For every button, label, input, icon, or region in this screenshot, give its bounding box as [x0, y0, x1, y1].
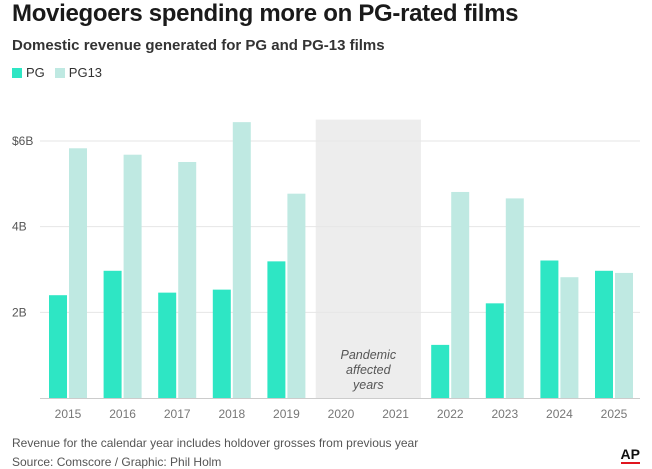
bar-pg-2025 — [595, 270, 613, 398]
bar-pg13-2023 — [505, 198, 524, 398]
x-tick-label: 2023 — [491, 407, 518, 421]
bar-pg13-2016 — [123, 154, 142, 398]
bar-pg13-2019 — [287, 193, 306, 398]
pandemic-shade — [315, 119, 421, 398]
pandemic-annotation: affected — [346, 363, 392, 377]
source-credit: Source: Comscore / Graphic: Phil Holm — [12, 455, 222, 469]
x-tick-label: 2019 — [273, 407, 300, 421]
bar-pg-2019 — [267, 261, 286, 398]
bar-pg13-2017 — [178, 161, 197, 398]
legend-swatch-pg13 — [54, 67, 65, 78]
bar-pg-2018 — [212, 289, 231, 398]
x-tick-label: 2015 — [55, 407, 82, 421]
bar-pg-2024 — [540, 260, 559, 398]
x-tick-label: 2022 — [437, 407, 464, 421]
x-tick-label: 2020 — [328, 407, 355, 421]
bar-pg-2016 — [103, 270, 122, 398]
legend-item-pg: PG — [12, 65, 45, 80]
bar-pg13-2018 — [232, 122, 251, 399]
x-tick-label: 2025 — [601, 407, 628, 421]
legend-swatch-pg — [12, 67, 22, 78]
chart-title: Moviegoers spending more on PG-rated fil… — [12, 0, 519, 27]
bar-pg13-2015 — [69, 148, 87, 398]
y-tick-label: 4B — [12, 220, 27, 234]
bar-pg13-2022 — [451, 191, 470, 398]
bar-pg-2017 — [158, 292, 177, 398]
bar-pg13-2025 — [615, 272, 633, 398]
x-tick-label: 2024 — [546, 407, 573, 421]
legend-label-pg: PG — [26, 65, 45, 80]
legend-item-pg13: PG13 — [54, 65, 103, 80]
bar-pg-2022 — [431, 344, 450, 398]
y-tick-label: 2B — [12, 305, 27, 319]
bar-pg-2023 — [485, 303, 504, 398]
y-tick-label: $6B — [12, 134, 33, 148]
bar-pg-2015 — [49, 295, 67, 398]
legend-label-pg13: PG13 — [68, 65, 103, 80]
pandemic-annotation: Pandemic — [341, 348, 397, 362]
bar-pg13-2024 — [560, 277, 579, 398]
chart-subtitle: Domestic revenue generated for PG and PG… — [12, 37, 385, 54]
x-tick-label: 2016 — [109, 407, 136, 421]
x-tick-label: 2018 — [218, 407, 245, 421]
ap-logo: AP — [620, 446, 640, 464]
footnote: Revenue for the calendar year includes h… — [12, 436, 419, 450]
pandemic-annotation: years — [352, 378, 384, 392]
x-tick-label: 2021 — [382, 407, 409, 421]
legend: PG PG13 — [12, 65, 112, 80]
x-tick-label: 2017 — [164, 407, 191, 421]
